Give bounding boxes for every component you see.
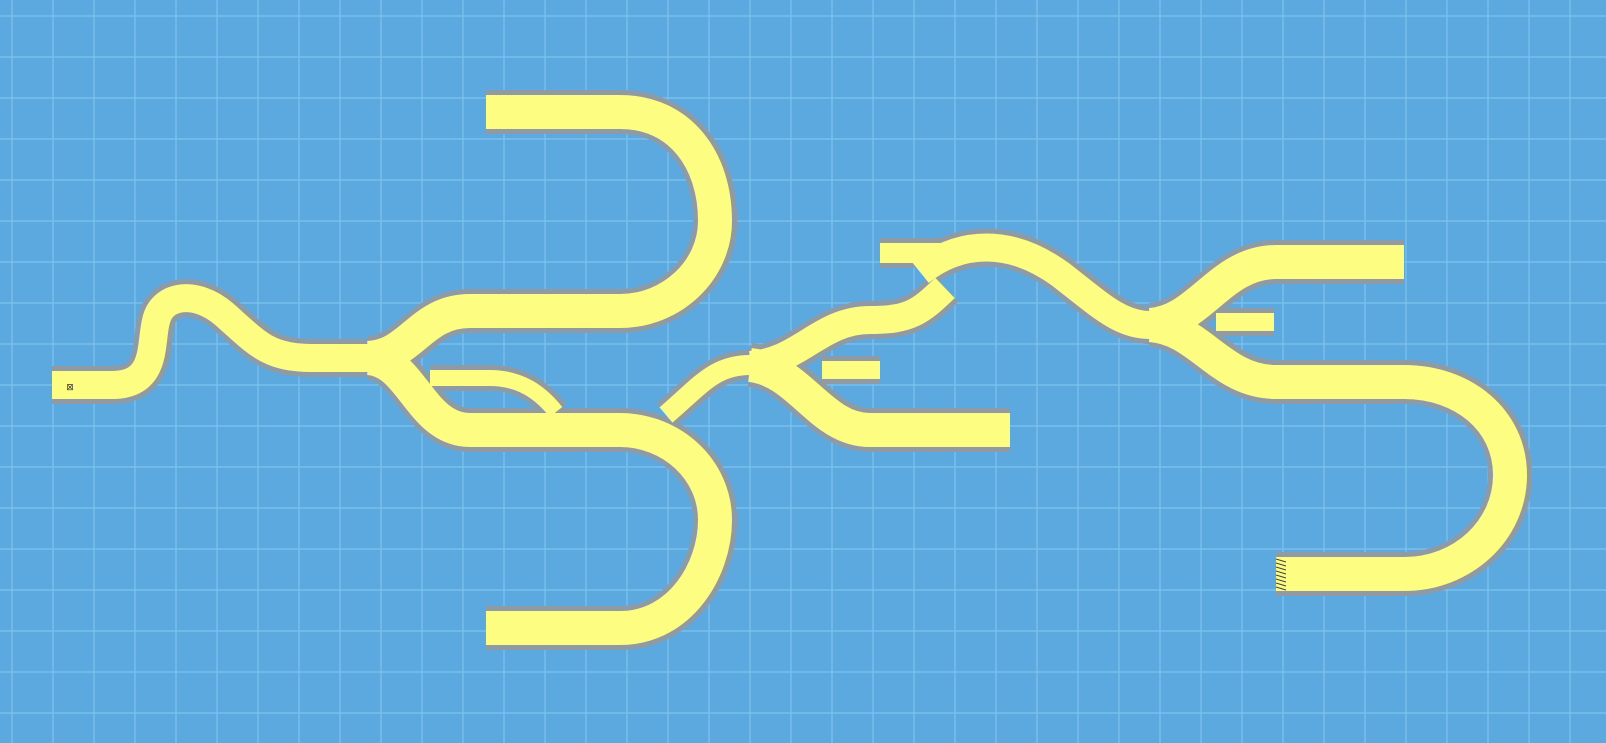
splitter3-lower-branch[interactable] xyxy=(1147,308,1527,591)
end-terminal-box xyxy=(1276,557,1286,591)
end-terminal-hatch-line xyxy=(1275,574,1287,579)
start-marker-label: ⊠ xyxy=(66,383,74,393)
end-terminal-hatch-line xyxy=(1275,586,1287,591)
end-terminal-icon xyxy=(1275,557,1287,591)
marker-layer: ⊠ xyxy=(66,383,1287,591)
end-terminal-hatch-line xyxy=(1275,570,1287,575)
splitter1-stub[interactable] xyxy=(430,370,563,418)
end-terminal-hatch-line xyxy=(1275,566,1287,571)
input-lead[interactable] xyxy=(52,284,368,399)
splitter1-upper-branch[interactable] xyxy=(365,95,732,375)
splitter2-input[interactable] xyxy=(659,355,751,423)
splitter2-upper-branch[interactable] xyxy=(748,277,955,379)
splitter1-lower-branch[interactable] xyxy=(365,341,732,645)
bridge-sbend[interactable] xyxy=(911,233,1151,339)
trace-network[interactable] xyxy=(52,90,1532,650)
splitter2-lower-branch[interactable] xyxy=(746,348,1010,447)
end-terminal-hatch-line xyxy=(1275,558,1287,563)
end-terminal-hatch-line xyxy=(1275,562,1287,567)
end-terminal-hatch-line xyxy=(1275,582,1287,587)
end-terminal-hatch-line xyxy=(1275,578,1287,583)
